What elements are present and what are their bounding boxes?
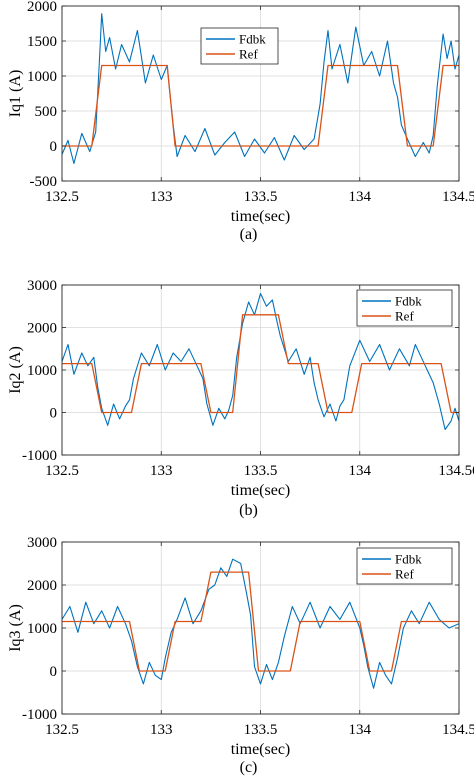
y-tick-label: 1000: [27, 69, 57, 85]
series-line-ref: [62, 314, 459, 414]
y-tick-label: 1000: [27, 621, 57, 637]
x-tick-label: 133.5: [244, 722, 278, 738]
panel-caption: (c): [240, 759, 258, 776]
x-tick-label: 134: [349, 722, 372, 738]
legend-box: [356, 289, 453, 327]
y-tick-label: 3000: [27, 278, 57, 294]
series-line-ref: [62, 571, 459, 672]
x-tick-label: 133.5: [244, 189, 278, 205]
y-tick-label: 500: [35, 104, 58, 120]
x-tick-label: 134.5: [442, 189, 474, 205]
legend-box: [200, 27, 279, 65]
x-axis-label: time(sec): [231, 741, 291, 758]
x-tick-label: 134.50: [438, 463, 474, 479]
y-tick-label: 2000: [27, 321, 57, 337]
y-tick-label: 3000: [27, 535, 57, 551]
y-axis-label: Iq3 (A): [7, 604, 24, 652]
chart-panel-1: 132.5 133 133.5 134 134.5 -500 0 500 1000 1500 200…: [7, 0, 474, 243]
x-tick-label: 133: [150, 189, 173, 205]
y-tick-label: 0: [50, 139, 58, 155]
x-tick-label: 132.5: [45, 463, 79, 479]
legend-entry: Ref: [395, 309, 414, 324]
y-axis-label: Iq2 (A): [7, 346, 24, 394]
legend-entry: Ref: [395, 567, 414, 582]
legend-entry: Fdbk: [395, 552, 422, 567]
x-tick-label: 132.5: [45, 189, 79, 205]
x-tick-label: 134: [349, 189, 372, 205]
x-tick-label: 132.5: [45, 722, 79, 738]
y-tick-label: -500: [30, 174, 58, 190]
y-tick-label: -1000: [22, 707, 57, 723]
y-tick-label: 2000: [27, 0, 57, 15]
y-tick-label: 0: [50, 406, 58, 422]
y-tick-label: 1000: [27, 363, 57, 379]
chart-panel-3: 132.5 133 133.5 134 134.5 -1000 0 1000 2000 3000 t…: [7, 535, 474, 776]
y-axis-label: Iq1 (A): [7, 70, 24, 118]
x-tick-label: 134: [349, 463, 372, 479]
x-tick-label: 133: [150, 463, 173, 479]
series-line-ref: [62, 64, 459, 147]
y-tick-label: 2000: [27, 578, 57, 594]
y-tick-label: 0: [50, 664, 58, 680]
legend-entry: Fdbk: [395, 294, 422, 309]
x-axis-label: time(sec): [231, 482, 291, 499]
legend-entry: Fdbk: [239, 32, 266, 47]
panel-caption: (a): [240, 226, 258, 243]
chart-panel-2: 132.5 133 133.5 134 134.50 -1000 0 1000 2000 3000…: [7, 278, 474, 519]
series-line-fdbk: [62, 13, 459, 165]
y-tick-label: -1000: [22, 448, 57, 464]
panel-caption: (b): [239, 502, 258, 519]
x-tick-label: 134.5: [442, 722, 474, 738]
legend-box: [356, 547, 453, 585]
x-tick-label: 133.5: [244, 463, 278, 479]
legend-entry: Ref: [239, 47, 258, 62]
x-axis-label: time(sec): [231, 208, 291, 225]
y-tick-label: 1500: [27, 34, 57, 50]
x-tick-label: 133: [150, 722, 173, 738]
